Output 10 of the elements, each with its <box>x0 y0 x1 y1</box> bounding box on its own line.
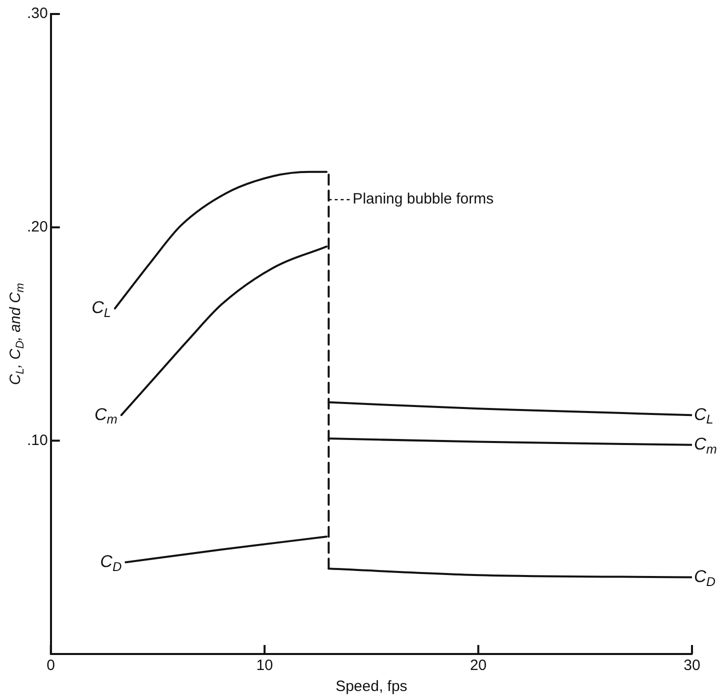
y-tick-label: .30 <box>26 5 48 22</box>
x-tick-label: 0 <box>46 657 56 674</box>
y-axis-title: CL, CD, and Cm <box>7 282 27 386</box>
x-tick-label: 30 <box>684 657 700 674</box>
y-tick-label: .10 <box>26 432 48 449</box>
x-tick-label: 20 <box>470 657 487 674</box>
x-tick-label: 10 <box>256 657 273 674</box>
y-tick-label: .20 <box>26 218 48 236</box>
x-axis-title: Speed, fps <box>336 678 408 696</box>
annotation: Planing bubble forms <box>352 190 494 208</box>
